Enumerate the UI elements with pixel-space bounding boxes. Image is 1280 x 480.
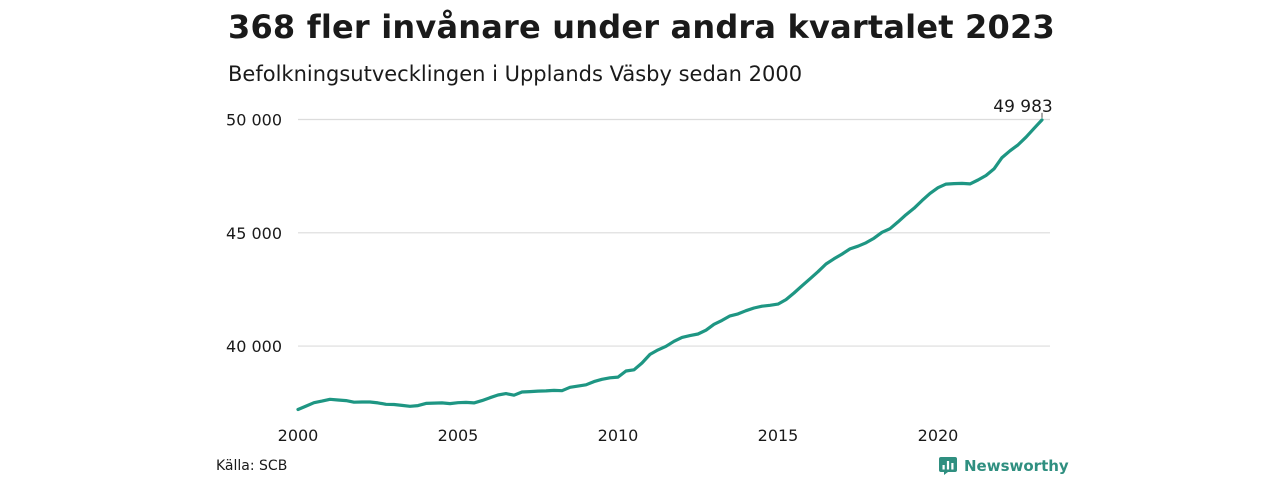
- chart-subtitle: Befolkningsutvecklingen i Upplands Väsby…: [228, 62, 803, 86]
- y-tick-label: 45 000: [226, 224, 282, 243]
- x-tick-label: 2020: [918, 426, 959, 445]
- x-axis-tick-labels: 2000 2005 2010 2015 2020: [278, 426, 959, 445]
- population-series-line: [296, 118, 1044, 412]
- brand-name: Newsworthy: [964, 457, 1069, 475]
- y-axis-tick-labels: 40 000 45 000 50 000: [226, 111, 282, 357]
- x-tick-label: 2015: [758, 426, 799, 445]
- source-note: Källa: SCB: [216, 458, 288, 474]
- x-tick-label: 2000: [278, 426, 319, 445]
- brand-logo: Newsworthy: [938, 456, 1069, 476]
- x-tick-label: 2010: [598, 426, 639, 445]
- newsworthy-logo-icon: [939, 457, 957, 475]
- gridlines: [298, 118, 1050, 347]
- y-tick-label: 50 000: [226, 111, 282, 130]
- chart-title: 368 fler invånare under andra kvartalet …: [228, 8, 1055, 46]
- end-value-label: 49 983: [993, 97, 1052, 117]
- y-tick-label: 40 000: [226, 337, 282, 356]
- x-tick-label: 2005: [438, 426, 479, 445]
